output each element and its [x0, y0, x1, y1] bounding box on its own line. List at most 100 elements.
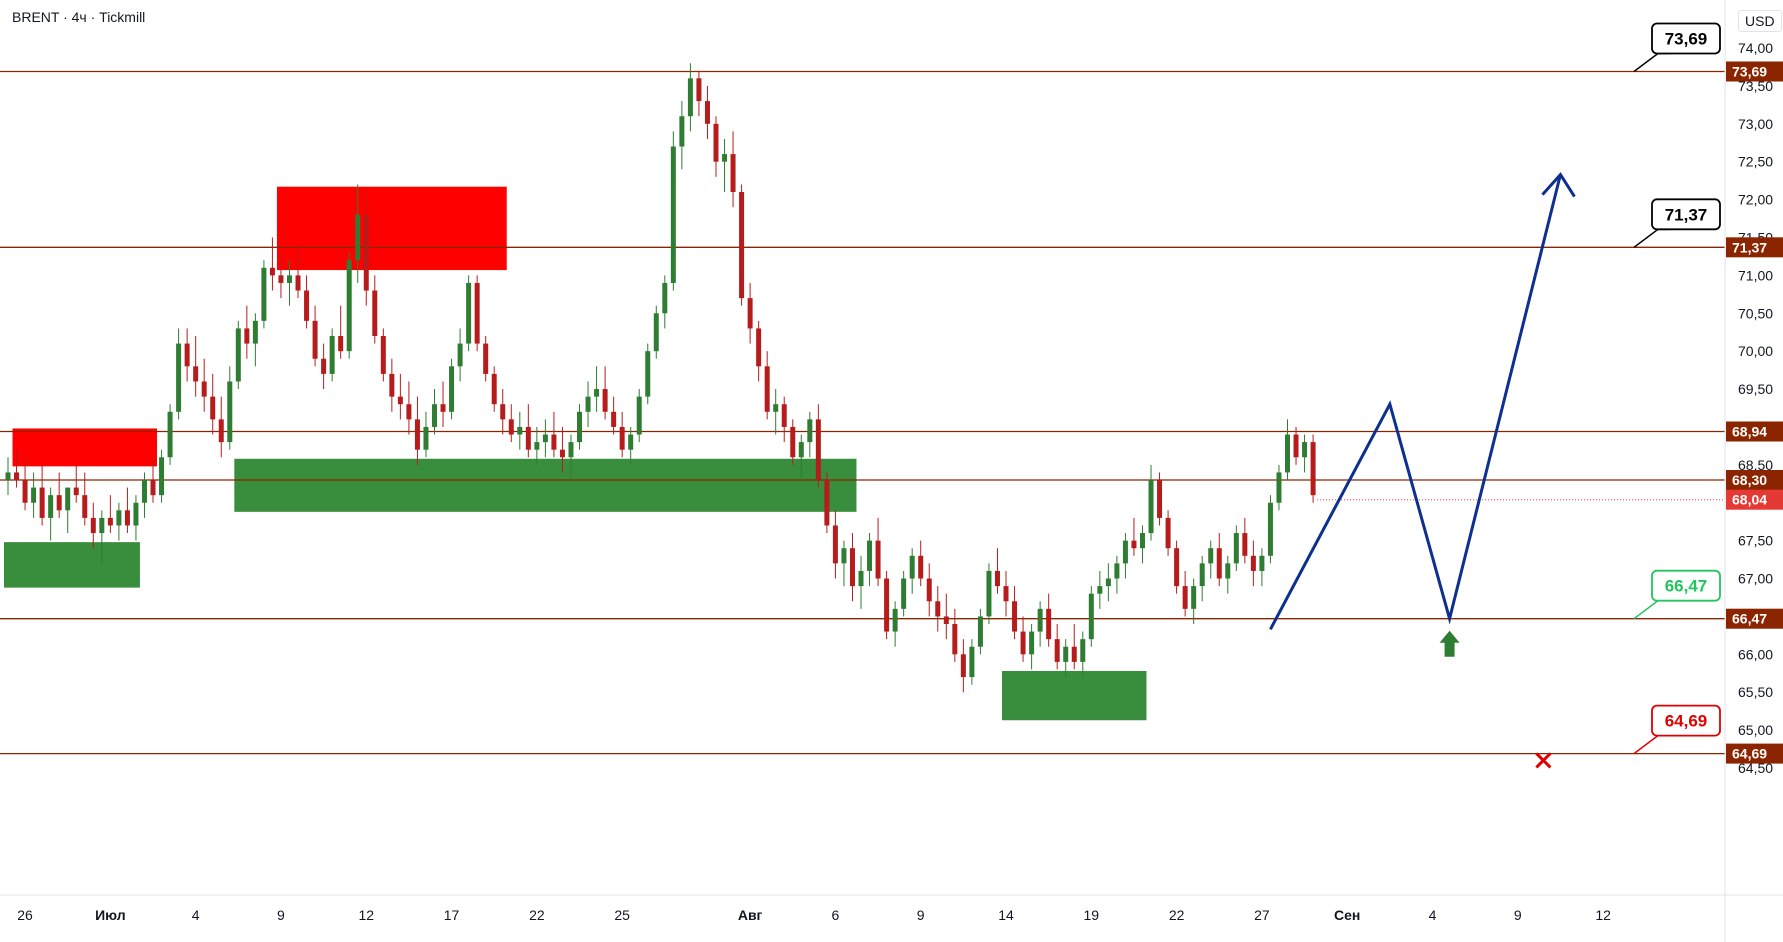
candle-body	[611, 411, 617, 427]
candle	[39, 464, 45, 526]
candle	[65, 487, 71, 534]
candle-body	[193, 366, 199, 382]
candle	[722, 138, 728, 192]
candle	[159, 449, 165, 503]
candle	[1020, 616, 1026, 662]
candle	[824, 472, 830, 534]
candle-body	[994, 570, 1000, 587]
candle-body	[1088, 593, 1094, 640]
candle	[304, 275, 310, 329]
candle	[116, 502, 122, 541]
callout-box	[1651, 198, 1721, 231]
price-tick-label: 74,00	[1738, 40, 1773, 56]
candle-body	[952, 624, 958, 655]
candle	[99, 510, 105, 564]
candle-body	[1054, 639, 1060, 662]
candle-body	[1259, 555, 1265, 571]
price-tick-label: 73,00	[1738, 116, 1773, 132]
candle	[901, 570, 907, 617]
price-tick-label: 67,50	[1738, 533, 1773, 549]
candle-body	[1225, 563, 1231, 579]
candle-body	[1131, 540, 1137, 549]
candle	[406, 381, 412, 435]
candle	[628, 426, 634, 465]
demand-zone	[234, 458, 857, 512]
candle-body	[1097, 586, 1103, 594]
candle	[295, 245, 301, 299]
candle	[491, 366, 497, 412]
candle	[1157, 472, 1163, 526]
candle	[670, 131, 676, 291]
up-arrow-icon	[1439, 630, 1460, 657]
candle	[636, 389, 642, 443]
candle-body	[517, 426, 523, 435]
price-callout: 71,37	[1633, 198, 1721, 248]
candle	[790, 419, 796, 465]
candle	[193, 336, 199, 397]
candle-body	[926, 578, 932, 602]
candle-body	[1293, 434, 1299, 458]
candle	[935, 586, 941, 632]
candle	[329, 328, 335, 382]
candle-body	[483, 343, 489, 374]
time-tick-label: 25	[614, 907, 630, 923]
price-tick-label: 72,50	[1738, 154, 1773, 170]
price-tick-label: 70,00	[1738, 343, 1773, 359]
candle	[483, 336, 489, 382]
candle	[696, 70, 702, 117]
candle-body	[542, 434, 548, 443]
candle	[48, 487, 54, 541]
candle	[875, 517, 881, 587]
callout-box	[1651, 22, 1721, 55]
time-tick-label: 26	[17, 907, 33, 923]
supply-zone	[276, 186, 507, 271]
candle	[414, 396, 420, 465]
level-price-tag-label: 71,37	[1732, 239, 1767, 255]
time-tick-label: 22	[529, 907, 545, 923]
candle	[1037, 601, 1043, 647]
level-price-tag	[1726, 237, 1783, 258]
candle-body	[781, 404, 787, 427]
currency-button[interactable]: USD	[1738, 10, 1782, 32]
demand-zone	[1002, 670, 1147, 721]
candle	[832, 510, 838, 579]
candle-body	[696, 78, 702, 102]
candle-body	[602, 389, 608, 412]
candle-body	[39, 487, 45, 518]
candle-body	[585, 396, 591, 412]
candle	[525, 404, 531, 458]
candle	[1276, 464, 1282, 511]
candle-body	[798, 442, 804, 458]
candle-body	[295, 275, 301, 291]
candle-body	[372, 290, 378, 336]
candle	[977, 608, 983, 655]
candle	[176, 328, 182, 420]
candle	[423, 411, 429, 458]
candle	[133, 495, 139, 541]
candle	[1097, 570, 1103, 609]
candle	[1250, 540, 1256, 587]
candle	[201, 358, 207, 412]
callout-pointer	[1633, 52, 1670, 73]
candle	[739, 184, 745, 306]
current-price-tag	[1726, 489, 1783, 510]
candle-body	[397, 396, 403, 405]
time-tick-label: Сен	[1334, 907, 1360, 923]
candle	[679, 101, 685, 170]
candle	[346, 252, 352, 359]
candle-body	[977, 616, 983, 647]
candle-body	[1182, 586, 1188, 609]
candle	[1242, 517, 1248, 564]
candle	[969, 639, 975, 685]
candle	[184, 328, 190, 382]
candle	[261, 260, 267, 329]
candle-body	[500, 404, 506, 420]
time-tick-label: 19	[1084, 907, 1100, 923]
level-price-tag-label: 68,94	[1732, 423, 1767, 439]
candle	[1216, 533, 1222, 587]
candle	[1302, 434, 1308, 473]
candle	[585, 381, 591, 427]
candle-body	[124, 510, 130, 526]
